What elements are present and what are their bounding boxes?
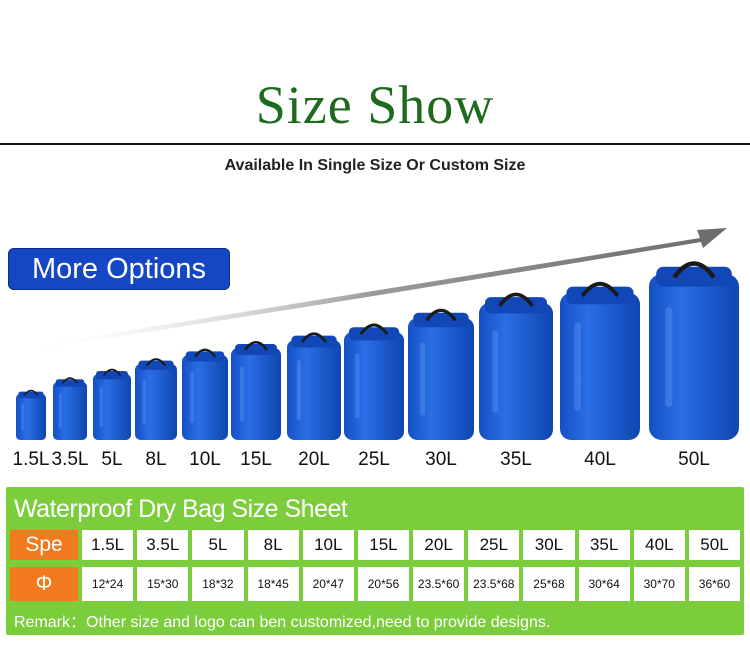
bag-size-label: 25L	[358, 449, 390, 470]
bag-size-label: 35L	[500, 449, 532, 470]
dry-bag-1.5L	[16, 389, 46, 440]
bag-size-label: 3.5L	[51, 449, 89, 470]
size-cell: 5L	[192, 530, 244, 560]
dry-bag-50L	[649, 261, 739, 440]
size-sheet-title: Waterproof Dry Bag Size Sheet	[14, 495, 348, 523]
size-cell: 1.5L	[82, 530, 134, 560]
dry-bag-5L	[93, 368, 131, 440]
size-cell: 10L	[302, 530, 354, 560]
size-cell: 25L	[468, 530, 520, 560]
dimension-cell: 25*68	[523, 567, 575, 601]
dimension-cell: 30*70	[633, 567, 685, 601]
page-subtitle: Available In Single Size Or Custom Size	[224, 157, 526, 174]
bag-size-label: 30L	[425, 449, 457, 470]
size-cell: 15L	[357, 530, 410, 560]
size-cell: 40L	[633, 530, 685, 560]
bag-lineup-illustration	[16, 228, 739, 440]
spec-row: Spe 1.5L 3.5L 5L 8L 10L 15L 20L 25L 30L …	[10, 530, 741, 560]
size-cell: 3.5L	[137, 530, 189, 560]
dry-bag-8L	[135, 358, 177, 440]
growth-arrow-icon	[20, 228, 727, 352]
bag-size-label: 40L	[584, 449, 616, 470]
dimension-cell: 20*47	[302, 567, 354, 601]
dimension-cell: 36*60	[688, 567, 741, 601]
remark-text: Remark：Other size and logo can ben custo…	[14, 614, 551, 631]
size-cell: 20L	[413, 530, 465, 560]
size-cell: 30L	[523, 530, 575, 560]
bag-size-label: 10L	[189, 449, 221, 470]
dimension-row: Φ 12*24 15*30 18*32 18*45 20*47 20*56 23…	[10, 567, 741, 601]
size-cell: 8L	[247, 530, 299, 560]
dimension-header: Φ	[10, 567, 78, 601]
size-cell: 35L	[578, 530, 630, 560]
size-cell: 50L	[688, 530, 741, 560]
dimension-cell: 15*30	[137, 567, 189, 601]
dimension-cell: 18*32	[192, 567, 244, 601]
dimension-cell: 23.5*60	[413, 567, 465, 601]
dry-bag-10L	[182, 348, 228, 440]
dry-bag-35L	[479, 292, 553, 440]
bag-size-label: 5L	[101, 449, 123, 470]
dimension-cell: 18*45	[247, 567, 299, 601]
page-title: Size Show	[255, 75, 495, 135]
dry-bag-15L	[231, 340, 281, 440]
dimension-cell: 20*56	[357, 567, 410, 601]
bag-size-label: 8L	[145, 449, 167, 470]
more-options-button[interactable]: More Options	[8, 248, 230, 290]
dry-bag-20L	[287, 332, 341, 440]
dry-bag-25L	[344, 323, 404, 440]
size-sheet: Waterproof Dry Bag Size Sheet Spe 1.5L 3…	[6, 487, 744, 635]
bag-size-label: 50L	[678, 449, 710, 470]
dry-bag-3.5L	[53, 377, 87, 440]
bag-size-label: 1.5L	[12, 449, 50, 470]
bag-size-label: 15L	[240, 449, 272, 470]
dimension-cell: 23.5*68	[468, 567, 520, 601]
dry-bag-30L	[408, 308, 474, 440]
dimension-cell: 30*64	[578, 567, 630, 601]
title-divider	[0, 143, 750, 145]
bag-size-label: 20L	[298, 449, 330, 470]
dry-bag-40L	[560, 281, 640, 440]
spec-header: Spe	[10, 530, 78, 560]
dimension-cell: 12*24	[82, 567, 134, 601]
